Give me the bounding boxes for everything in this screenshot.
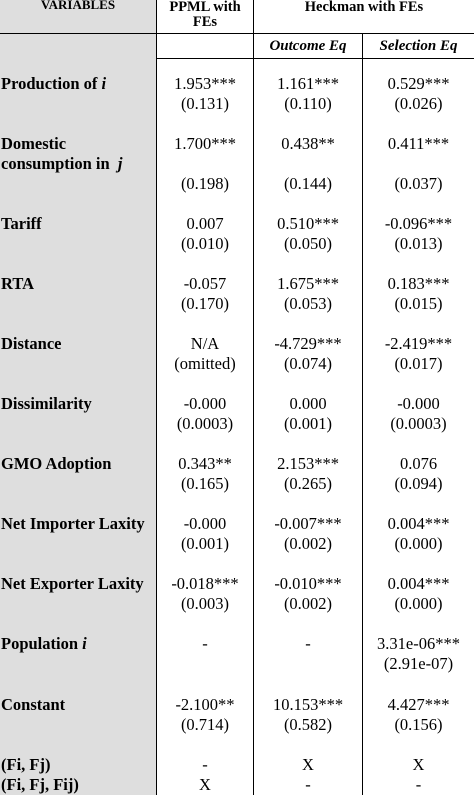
outcome-se: (0.002) (283, 534, 333, 553)
outcome-coef: - (305, 634, 311, 653)
ppml-coef: 1.700*** (174, 134, 236, 153)
outcome-se: (0.050) (283, 234, 333, 253)
ppml-coef: 1.953*** (174, 74, 236, 93)
vline-3 (362, 34, 363, 795)
vline-2 (253, 0, 254, 795)
selection-eq-header: Selection Eq (379, 38, 458, 54)
selection-se: (0.037) (394, 174, 443, 193)
row-label: Distance (1, 334, 62, 353)
ppml-coef: - (202, 634, 208, 653)
selection-coef: 0.004*** (387, 574, 450, 593)
row-label-line2: consumption in j (1, 154, 123, 173)
outcome-coef: 10.153*** (272, 695, 344, 714)
selection-coef: 0.004*** (387, 514, 450, 533)
ppml-se: (0.131) (180, 94, 230, 113)
ppml-header-line2: FEs (192, 14, 218, 30)
selection-coef: -0.096*** (384, 214, 453, 233)
ppml-coef: -2.100** (175, 695, 235, 714)
outcome-eq-header: Outcome Eq (269, 38, 347, 54)
outcome-se: (0.074) (283, 354, 333, 373)
fe-ppml: - (202, 755, 208, 774)
ppml-se: (0.198) (180, 174, 230, 193)
outcome-coef: -0.007*** (274, 514, 342, 533)
vline-1 (156, 0, 157, 795)
fe-selection: - (415, 775, 422, 794)
outcome-coef: 2.153*** (277, 454, 339, 473)
outcome-se: (0.144) (283, 174, 333, 193)
header-bottom-rule (0, 33, 474, 34)
ppml-coef: 0.343** (178, 454, 232, 473)
selection-coef: 0.411*** (387, 134, 450, 153)
ppml-se: (omitted) (174, 354, 236, 373)
selection-coef: 0.076 (399, 454, 438, 473)
row-label: Net Exporter Laxity (1, 574, 144, 593)
selection-se: (0.094) (394, 474, 443, 493)
outcome-coef: 0.438** (281, 134, 335, 153)
ppml-coef: -0.018*** (171, 574, 239, 593)
outcome-se: (0.110) (284, 94, 332, 113)
selection-se: (0.015) (394, 294, 443, 313)
fe-row-label: (Fi, Fj, Fij) (1, 775, 79, 794)
ppml-se: (0.010) (180, 234, 230, 253)
heckman-underline-rule (253, 33, 474, 34)
outcome-se: (0.053) (283, 294, 333, 313)
fe-outcome: - (305, 775, 311, 794)
outcome-se: (0.001) (283, 414, 333, 433)
selection-se: (0.156) (394, 715, 443, 734)
selection-coef: -2.419*** (384, 334, 453, 353)
ppml-coef: -0.000 (183, 394, 227, 413)
selection-se: (0.0003) (390, 414, 447, 433)
row-label: Net Importer Laxity (1, 514, 145, 533)
variables-column-shade (0, 0, 157, 795)
ppml-se: (0.165) (180, 474, 230, 493)
row-label: Dissimilarity (1, 394, 92, 413)
selection-se: (2.91e-07) (383, 654, 454, 673)
selection-coef: 4.427*** (387, 695, 450, 714)
selection-se: (0.000) (394, 594, 443, 613)
outcome-coef: -4.729*** (274, 334, 342, 353)
subheader-bottom-rule (157, 58, 474, 59)
fe-selection: X (412, 755, 425, 774)
outcome-coef: -0.010*** (274, 574, 342, 593)
fe-ppml: X (199, 775, 211, 794)
outcome-se: (0.265) (283, 474, 333, 493)
ppml-se: (0.714) (180, 715, 230, 734)
ppml-se: (0.0003) (176, 414, 234, 433)
selection-se: (0.000) (394, 534, 443, 553)
row-label: Tariff (1, 214, 42, 233)
ppml-header-line1: PPML with (169, 0, 241, 15)
variables-header: VARIABLES (40, 0, 116, 12)
selection-coef: -0.000 (397, 394, 440, 413)
ppml-se: (0.170) (180, 294, 230, 313)
outcome-se: (0.002) (283, 594, 333, 613)
outcome-coef: 0.000 (289, 394, 327, 413)
fe-row-label: (Fi, Fj) (1, 755, 51, 774)
selection-se: (0.026) (394, 94, 443, 113)
row-label: GMO Adoption (1, 454, 112, 473)
outcome-coef: 1.675*** (277, 274, 339, 293)
row-label: Production of i (1, 74, 107, 93)
row-label: Constant (1, 695, 66, 714)
ppml-coef: -0.000 (183, 514, 227, 533)
selection-se: (0.017) (394, 354, 443, 373)
row-label: Population i (1, 634, 87, 653)
ppml-se: (0.003) (180, 594, 230, 613)
outcome-coef: 0.510*** (277, 214, 339, 233)
row-label: RTA (1, 274, 35, 293)
heckman-header: Heckman with FEs (304, 0, 424, 15)
outcome-coef: 1.161*** (277, 74, 339, 93)
ppml-se: (0.001) (180, 534, 230, 553)
selection-coef: 3.31e-06*** (377, 634, 460, 653)
selection-coef: 0.529*** (387, 74, 450, 93)
ppml-coef: N/A (190, 334, 220, 353)
fe-outcome: X (302, 755, 314, 774)
selection-coef: 0.183*** (387, 274, 450, 293)
ppml-coef: 0.007 (186, 214, 224, 233)
selection-se: (0.013) (394, 234, 443, 253)
row-label-line1: Domestic (1, 134, 67, 153)
outcome-se: (0.582) (283, 715, 333, 734)
ppml-coef: -0.057 (183, 274, 227, 293)
